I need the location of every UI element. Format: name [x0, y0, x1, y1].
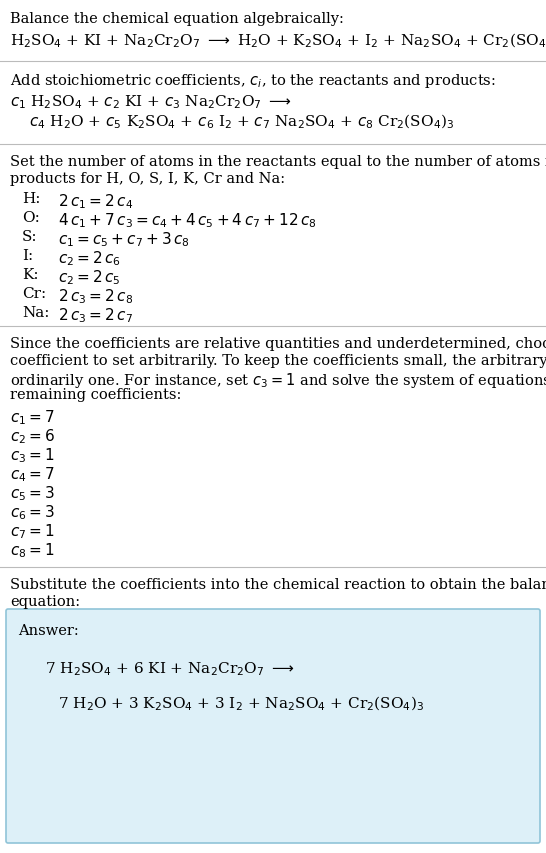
Text: $c_4 = 7$: $c_4 = 7$: [10, 464, 55, 483]
Text: $2\,c_3 = 2\,c_8$: $2\,c_3 = 2\,c_8$: [58, 287, 133, 305]
Text: I:: I:: [22, 249, 33, 263]
Text: S:: S:: [22, 229, 38, 244]
Text: $c_7 = 1$: $c_7 = 1$: [10, 521, 55, 540]
Text: remaining coefficients:: remaining coefficients:: [10, 387, 181, 402]
Text: Balance the chemical equation algebraically:: Balance the chemical equation algebraica…: [10, 12, 344, 26]
Text: $c_6 = 3$: $c_6 = 3$: [10, 502, 55, 521]
Text: $c_8 = 1$: $c_8 = 1$: [10, 540, 55, 559]
Text: $c_3 = 1$: $c_3 = 1$: [10, 445, 55, 464]
Text: $c_2 = 2\,c_6$: $c_2 = 2\,c_6$: [58, 249, 121, 267]
Text: Add stoichiometric coefficients, $c_i$, to the reactants and products:: Add stoichiometric coefficients, $c_i$, …: [10, 72, 496, 90]
Text: Cr:: Cr:: [22, 287, 46, 300]
Text: H:: H:: [22, 192, 40, 206]
Text: Substitute the coefficients into the chemical reaction to obtain the balanced: Substitute the coefficients into the che…: [10, 577, 546, 591]
Text: ordinarily one. For instance, set $c_3 = 1$ and solve the system of equations fo: ordinarily one. For instance, set $c_3 =…: [10, 370, 546, 390]
Text: $c_1 = 7$: $c_1 = 7$: [10, 408, 55, 426]
Text: 7 H$_2$O + 3 K$_2$SO$_4$ + 3 I$_2$ + Na$_2$SO$_4$ + Cr$_2$(SO$_4$)$_3$: 7 H$_2$O + 3 K$_2$SO$_4$ + 3 I$_2$ + Na$…: [58, 694, 424, 712]
Text: coefficient to set arbitrarily. To keep the coefficients small, the arbitrary va: coefficient to set arbitrarily. To keep …: [10, 354, 546, 368]
Text: $c_2 = 2\,c_5$: $c_2 = 2\,c_5$: [58, 268, 121, 287]
Text: Since the coefficients are relative quantities and underdetermined, choose a: Since the coefficients are relative quan…: [10, 337, 546, 351]
Text: $c_1$ H$_2$SO$_4$ + $c_2$ KI + $c_3$ Na$_2$Cr$_2$O$_7$ $\longrightarrow$: $c_1$ H$_2$SO$_4$ + $c_2$ KI + $c_3$ Na$…: [10, 93, 292, 111]
Text: $2\,c_3 = 2\,c_7$: $2\,c_3 = 2\,c_7$: [58, 305, 133, 324]
Text: O:: O:: [22, 211, 40, 224]
Text: $2\,c_1 = 2\,c_4$: $2\,c_1 = 2\,c_4$: [58, 192, 133, 211]
Text: 7 H$_2$SO$_4$ + 6 KI + Na$_2$Cr$_2$O$_7$ $\longrightarrow$: 7 H$_2$SO$_4$ + 6 KI + Na$_2$Cr$_2$O$_7$…: [45, 659, 294, 677]
Text: equation:: equation:: [10, 595, 80, 608]
Text: Answer:: Answer:: [18, 624, 79, 637]
Text: products for H, O, S, I, K, Cr and Na:: products for H, O, S, I, K, Cr and Na:: [10, 171, 285, 186]
Text: $4\,c_1 + 7\,c_3 = c_4 + 4\,c_5 + 4\,c_7 + 12\,c_8$: $4\,c_1 + 7\,c_3 = c_4 + 4\,c_5 + 4\,c_7…: [58, 211, 317, 229]
FancyBboxPatch shape: [6, 609, 540, 843]
Text: $c_4$ H$_2$O + $c_5$ K$_2$SO$_4$ + $c_6$ I$_2$ + $c_7$ Na$_2$SO$_4$ + $c_8$ Cr$_: $c_4$ H$_2$O + $c_5$ K$_2$SO$_4$ + $c_6$…: [10, 113, 454, 131]
Text: $c_5 = 3$: $c_5 = 3$: [10, 484, 55, 502]
Text: $c_2 = 6$: $c_2 = 6$: [10, 426, 55, 445]
Text: Set the number of atoms in the reactants equal to the number of atoms in the: Set the number of atoms in the reactants…: [10, 154, 546, 169]
Text: H$_2$SO$_4$ + KI + Na$_2$Cr$_2$O$_7$ $\longrightarrow$ H$_2$O + K$_2$SO$_4$ + I$: H$_2$SO$_4$ + KI + Na$_2$Cr$_2$O$_7$ $\l…: [10, 32, 546, 50]
Text: K:: K:: [22, 268, 39, 281]
Text: Na:: Na:: [22, 305, 50, 320]
Text: $c_1 = c_5 + c_7 + 3\,c_8$: $c_1 = c_5 + c_7 + 3\,c_8$: [58, 229, 189, 248]
